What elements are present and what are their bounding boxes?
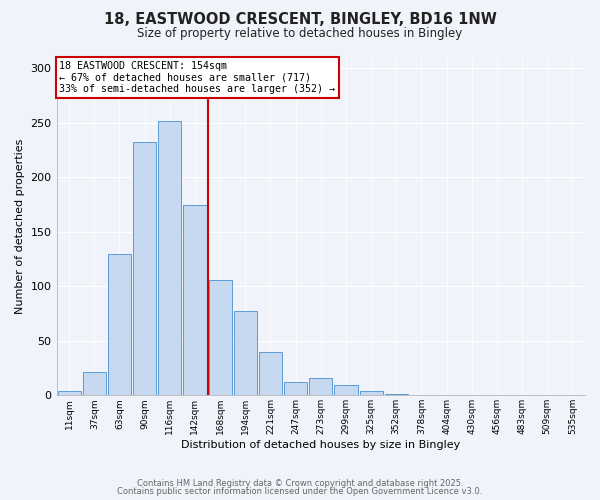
X-axis label: Distribution of detached houses by size in Bingley: Distribution of detached houses by size … <box>181 440 460 450</box>
Y-axis label: Number of detached properties: Number of detached properties <box>15 138 25 314</box>
Text: 18 EASTWOOD CRESCENT: 154sqm
← 67% of detached houses are smaller (717)
33% of s: 18 EASTWOOD CRESCENT: 154sqm ← 67% of de… <box>59 61 335 94</box>
Text: Size of property relative to detached houses in Bingley: Size of property relative to detached ho… <box>137 28 463 40</box>
Bar <box>385 394 408 396</box>
Bar <box>58 391 80 396</box>
Bar <box>309 378 332 396</box>
Text: Contains HM Land Registry data © Crown copyright and database right 2025.: Contains HM Land Registry data © Crown c… <box>137 478 463 488</box>
Bar <box>359 391 383 396</box>
Bar <box>209 280 232 396</box>
Bar <box>259 352 282 396</box>
Bar <box>284 382 307 396</box>
Bar <box>334 386 358 396</box>
Text: 18, EASTWOOD CRESCENT, BINGLEY, BD16 1NW: 18, EASTWOOD CRESCENT, BINGLEY, BD16 1NW <box>104 12 496 28</box>
Bar <box>158 120 181 396</box>
Bar <box>83 372 106 396</box>
Bar <box>184 204 206 396</box>
Bar <box>234 312 257 396</box>
Text: Contains public sector information licensed under the Open Government Licence v3: Contains public sector information licen… <box>118 487 482 496</box>
Bar <box>133 142 156 396</box>
Bar <box>108 254 131 396</box>
